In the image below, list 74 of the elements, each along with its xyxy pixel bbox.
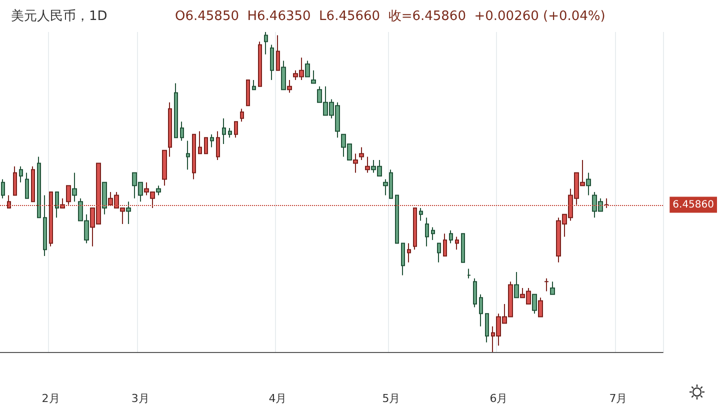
candlestick — [13, 166, 17, 196]
candlestick — [544, 278, 549, 292]
chart-title: 美元人民币，1D — [11, 8, 108, 24]
candlestick — [395, 194, 399, 244]
candlestick — [485, 313, 489, 343]
text: 6.45860 — [672, 199, 714, 210]
candlestick — [1, 178, 5, 199]
x-tick-label: 4月 — [268, 392, 287, 405]
candlestick — [31, 166, 35, 202]
candlestick — [281, 60, 286, 90]
candlestick — [126, 201, 131, 224]
candlestick — [455, 236, 459, 250]
candlestick — [240, 108, 244, 122]
candlestick — [287, 80, 292, 94]
candlestick — [228, 128, 232, 138]
x-tick-label: 2月 — [42, 392, 60, 405]
candlestick — [467, 268, 471, 279]
candlestick — [186, 140, 190, 170]
candlestick — [479, 294, 483, 327]
candlestick — [192, 134, 196, 180]
candlestick — [305, 60, 310, 78]
x-tick-label: 7月 — [609, 392, 628, 405]
candlestick — [246, 80, 250, 106]
candlestick — [49, 192, 53, 247]
candlestick — [72, 172, 77, 202]
candlestick — [473, 278, 477, 308]
candlestick — [43, 194, 47, 256]
candlestick — [419, 208, 423, 222]
chart-subtitle: O6.45850 H6.46350 L6.45660 收=6.45860 +0.00260 (+0.04%) — [175, 9, 606, 24]
candlestick — [407, 242, 411, 263]
candlestick — [359, 146, 364, 160]
candlestick — [204, 137, 208, 154]
candlestick — [222, 118, 226, 144]
candlestick — [431, 226, 435, 240]
candlestick — [550, 281, 555, 295]
candlestick — [401, 242, 405, 276]
candlestick — [365, 156, 370, 174]
candlestick — [19, 166, 23, 183]
candlestick — [586, 172, 591, 196]
candlestick — [198, 130, 202, 154]
x-tick-label: 5月 — [382, 392, 400, 405]
candlestick — [413, 208, 417, 250]
candlestick — [311, 70, 316, 84]
candlestick — [37, 156, 41, 218]
candlestick — [443, 233, 447, 256]
candlestick — [264, 32, 268, 55]
candlestick — [7, 194, 11, 208]
candlestick — [168, 102, 172, 158]
candlestick — [216, 130, 220, 160]
candlestick — [102, 182, 107, 215]
candlestick — [425, 217, 429, 247]
candlestick — [252, 80, 256, 90]
candlestick — [353, 153, 358, 174]
candlestick — [55, 192, 59, 218]
candlestick — [538, 297, 543, 318]
candlestick — [156, 185, 161, 196]
candlestick — [449, 230, 453, 244]
candlestick — [258, 41, 262, 87]
x-tick-label: 3月 — [131, 392, 150, 405]
candlestick — [270, 44, 274, 80]
candlestick — [514, 272, 519, 298]
candlestick — [210, 134, 214, 148]
candlestick — [234, 121, 238, 138]
candlestick — [437, 242, 441, 263]
candlestick — [66, 185, 71, 206]
candlestick — [532, 294, 537, 314]
candlestick — [461, 233, 465, 263]
candlestick — [25, 172, 29, 199]
candlestick — [604, 198, 609, 208]
x-tick-label: 6月 — [490, 392, 508, 405]
candlestick — [162, 150, 167, 186]
candlestick — [180, 121, 184, 142]
candlestick — [276, 34, 280, 71]
candlestick — [174, 82, 178, 138]
